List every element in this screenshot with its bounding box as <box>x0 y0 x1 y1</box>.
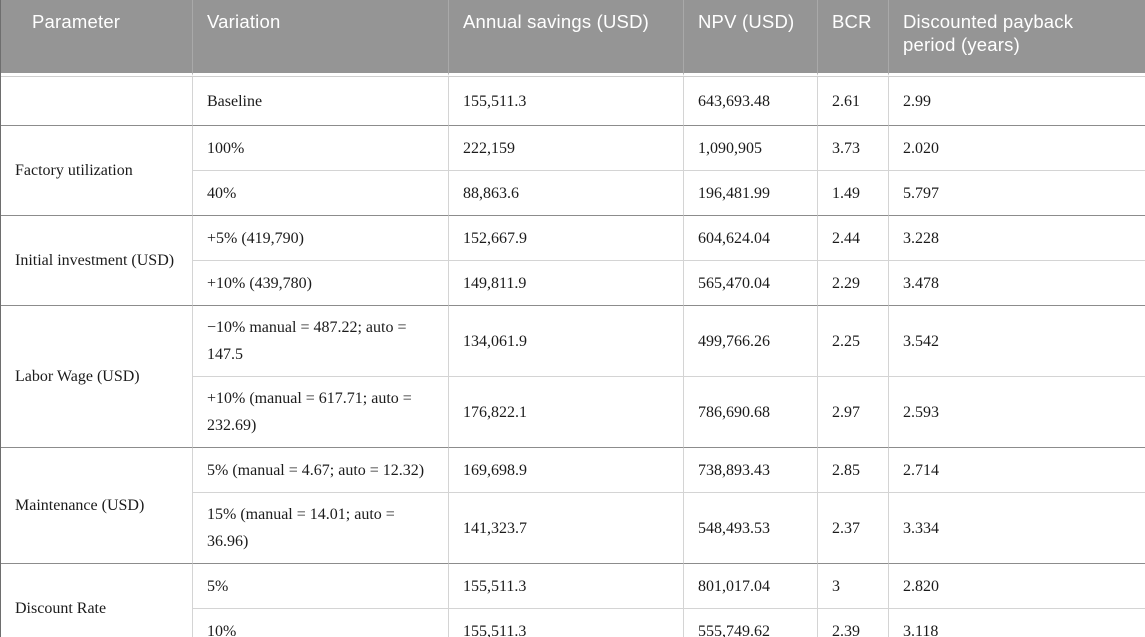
parameter-cell: Labor Wage (USD) <box>1 305 192 447</box>
payback-period-cell: 3.542 <box>888 305 1145 376</box>
payback-period-cell: 3.118 <box>888 608 1145 637</box>
variation-cell: 5% <box>192 563 448 608</box>
variation-cell: 40% <box>192 170 448 215</box>
column-header-bcr: BCR <box>817 0 888 76</box>
annual-savings-cell: 149,811.9 <box>448 260 683 305</box>
npv-cell: 604,624.04 <box>683 215 817 260</box>
table-row: Maintenance (USD) 5% (manual = 4.67; auto… <box>1 447 1145 514</box>
header-row: Parameter Variation Annual savings (USD)… <box>1 0 1145 76</box>
parameter-cell <box>1 76 192 125</box>
table-row: Baseline 155,511.3 643,693.48 2.61 2.99 <box>1 76 1145 125</box>
bcr-cell: 2.29 <box>817 260 888 305</box>
npv-cell: 801,017.04 <box>683 563 817 608</box>
bcr-cell: 2.85 <box>817 447 888 492</box>
annual-savings-cell: 176,822.1 <box>448 376 683 447</box>
bcr-cell: 2.25 <box>817 305 888 376</box>
parameter-cell: Maintenance (USD) <box>1 447 192 563</box>
payback-period-cell: 2.593 <box>888 376 1145 447</box>
payback-period-cell: 3.478 <box>888 260 1145 305</box>
payback-period-cell: 2.714 <box>888 447 1145 492</box>
column-header-variation: Variation <box>192 0 448 76</box>
variation-cell: Baseline <box>192 76 448 125</box>
annual-savings-cell: 222,159 <box>448 125 683 170</box>
table-row: +10% (439,780) 149,811.9 565,470.04 2.29 3.4… <box>1 260 1145 305</box>
bcr-cell: 3 <box>817 563 888 608</box>
annual-savings-cell: 141,323.7 <box>448 492 683 563</box>
bcr-cell: 2.44 <box>817 215 888 260</box>
column-header-payback-period: Discounted payback period (years) <box>888 0 1145 76</box>
table-body: Baseline 155,511.3 643,693.48 2.61 2.99 Facto… <box>1 76 1145 637</box>
payback-period-cell: 2.820 <box>888 563 1145 608</box>
bcr-cell: 3.73 <box>817 125 888 170</box>
payback-period-cell: 3.228 <box>888 215 1145 260</box>
npv-cell: 555,749.62 <box>683 608 817 637</box>
npv-cell: 196,481.99 <box>683 170 817 215</box>
annual-savings-cell: 155,511.3 <box>448 76 683 125</box>
column-header-npv: NPV (USD) <box>683 0 817 76</box>
npv-cell: 499,766.26 <box>683 305 817 376</box>
table-row: Initial investment (USD) +5% (419,790) 152… <box>1 215 1145 269</box>
payback-period-cell: 5.797 <box>888 170 1145 215</box>
table-row: Factory utilization 100% 222,159 1,090,905 3… <box>1 125 1145 179</box>
table-row: 15% (manual = 14.01; auto = 36.96) 141,32… <box>1 492 1145 563</box>
table-row: Labor Wage (USD) −10% manual = 487.22; au… <box>1 305 1145 385</box>
bcr-cell: 2.61 <box>817 76 888 125</box>
variation-cell: +5% (419,790) <box>192 215 448 260</box>
variation-cell: 15% (manual = 14.01; auto = 36.96) <box>192 492 448 563</box>
variation-cell: 10% <box>192 608 448 637</box>
table-row: +10% (manual = 617.71; auto = 232.69) 176… <box>1 376 1145 447</box>
npv-cell: 643,693.48 <box>683 76 817 125</box>
annual-savings-cell: 155,511.3 <box>448 563 683 608</box>
bcr-cell: 1.49 <box>817 170 888 215</box>
parameter-cell: Initial investment (USD) <box>1 215 192 305</box>
npv-cell: 1,090,905 <box>683 125 817 170</box>
table-row: 10% 155,511.3 555,749.62 2.39 3.118 <box>1 608 1145 637</box>
variation-cell: +10% (439,780) <box>192 260 448 305</box>
table-header: Parameter Variation Annual savings (USD)… <box>1 0 1145 76</box>
variation-cell: 100% <box>192 125 448 170</box>
annual-savings-cell: 155,511.3 <box>448 608 683 637</box>
payback-period-cell: 2.020 <box>888 125 1145 170</box>
variation-cell: 5% (manual = 4.67; auto = 12.32) <box>192 447 448 492</box>
column-header-parameter: Parameter <box>1 0 192 76</box>
bcr-cell: 2.97 <box>817 376 888 447</box>
annual-savings-cell: 134,061.9 <box>448 305 683 376</box>
payback-period-cell: 2.99 <box>888 76 1145 125</box>
npv-cell: 548,493.53 <box>683 492 817 563</box>
npv-cell: 738,893.43 <box>683 447 817 492</box>
column-header-annual-savings: Annual savings (USD) <box>448 0 683 76</box>
table-row: Discount Rate 5% 155,511.3 801,017.04 3 2.820 <box>1 563 1145 617</box>
parameter-cell: Discount Rate <box>1 563 192 637</box>
annual-savings-cell: 152,667.9 <box>448 215 683 260</box>
variation-cell: +10% (manual = 617.71; auto = 232.69) <box>192 376 448 447</box>
bcr-cell: 2.37 <box>817 492 888 563</box>
bcr-cell: 2.39 <box>817 608 888 637</box>
table-row: 40% 88,863.6 196,481.99 1.49 5.797 <box>1 170 1145 215</box>
parameter-cell: Factory utilization <box>1 125 192 215</box>
npv-cell: 786,690.68 <box>683 376 817 447</box>
annual-savings-cell: 88,863.6 <box>448 170 683 215</box>
variation-cell: −10% manual = 487.22; auto = 147.5 <box>192 305 448 376</box>
npv-cell: 565,470.04 <box>683 260 817 305</box>
payback-period-cell: 3.334 <box>888 492 1145 563</box>
annual-savings-cell: 169,698.9 <box>448 447 683 492</box>
